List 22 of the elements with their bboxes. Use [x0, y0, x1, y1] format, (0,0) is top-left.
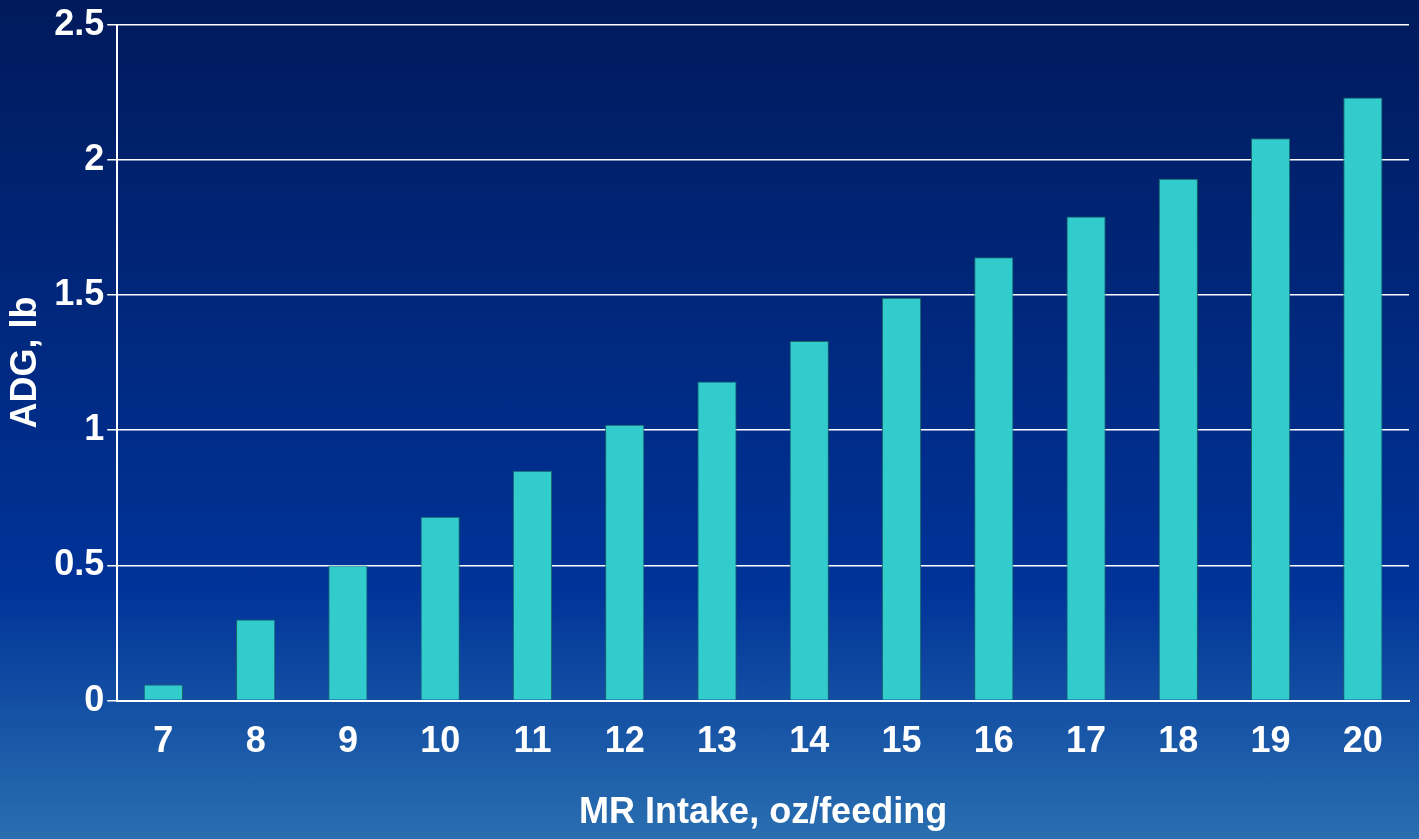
x-tick-label: 19 — [1250, 719, 1291, 761]
y-axis-title: ADG, lb — [2, 296, 44, 429]
x-tick-label: 7 — [153, 719, 174, 761]
x-tick-label: 17 — [1066, 719, 1107, 761]
x-tick-label: 9 — [337, 719, 358, 761]
x-tick-label: 8 — [245, 719, 266, 761]
x-tick-label: 16 — [973, 719, 1014, 761]
x-tick-label: 13 — [696, 719, 738, 761]
x-tick-label: 15 — [881, 719, 922, 761]
x-tick-label: 18 — [1158, 719, 1199, 761]
y-tick-label: 1 — [84, 407, 105, 449]
y-tick-label: 2 — [84, 136, 105, 178]
y-tick-label: 2.5 — [54, 1, 105, 43]
x-axis-title: MR Intake, oz/feeding — [579, 790, 948, 832]
x-tick-label: 12 — [604, 719, 645, 761]
x-tick-label: 14 — [789, 719, 830, 761]
y-tick-label: 0 — [84, 677, 105, 719]
x-tick-label: 11 — [513, 719, 552, 761]
x-tick-label: 10 — [420, 719, 461, 761]
x-tick-label: 20 — [1342, 719, 1383, 761]
y-tick-label: 0.5 — [54, 542, 105, 584]
y-tick-label: 1.5 — [54, 271, 105, 313]
